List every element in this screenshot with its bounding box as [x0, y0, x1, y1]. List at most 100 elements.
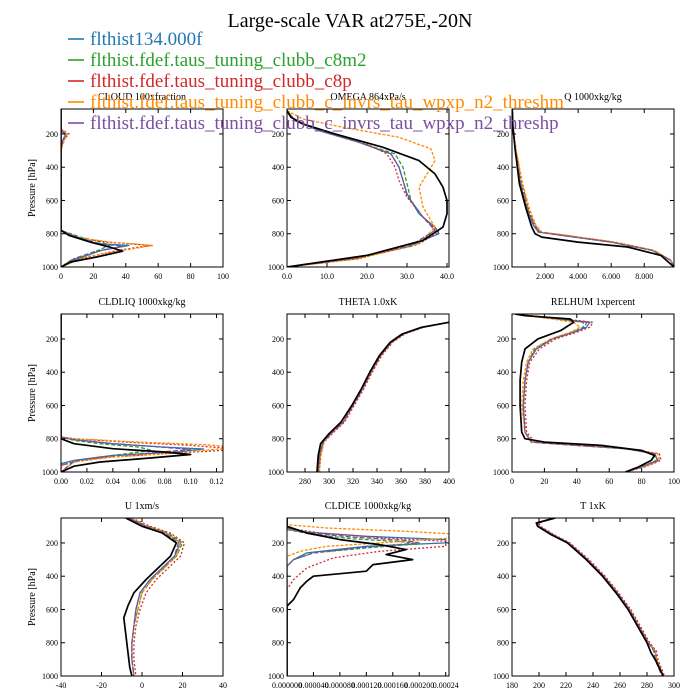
x-tick-label: 40.0	[440, 272, 454, 281]
y-tick-label: 200	[46, 130, 58, 139]
series-line-1	[127, 518, 182, 676]
y-tick-label: 400	[272, 572, 284, 581]
series-line-4	[287, 518, 449, 676]
x-tick-label: 60	[605, 477, 613, 486]
x-tick-label: 30.0	[400, 272, 414, 281]
series-line-reference	[61, 109, 124, 267]
x-tick-label: -40	[56, 681, 67, 690]
x-tick-label: 4.000	[569, 272, 587, 281]
y-tick-label: 1000	[268, 468, 284, 477]
y-tick-label: 400	[497, 163, 509, 172]
x-tick-label: 300	[668, 681, 680, 690]
series-line-reference	[122, 518, 178, 676]
x-tick-label: 0	[59, 272, 63, 281]
y-tick-label: 600	[46, 196, 58, 205]
series-line-3	[287, 110, 440, 267]
y-axis-label: Pressure [hPa]	[27, 568, 38, 626]
panel-6: RELHUM 1xpercent 0 20 40 60 80 100 200 400 600 800…	[493, 297, 680, 486]
series-line-1	[287, 518, 447, 676]
x-tick-label: 200	[533, 681, 545, 690]
x-tick-label: 240	[587, 681, 599, 690]
y-tick-label: 200	[272, 130, 284, 139]
panel-title: Q 1000xkg/kg	[564, 92, 622, 103]
y-tick-label: 800	[46, 230, 58, 239]
x-tick-label: 0.04	[106, 477, 120, 486]
y-tick-label: 400	[46, 163, 58, 172]
panel-8: CLDICE 1000xkg/kg 0.0000000.0000400.00008…	[268, 501, 459, 690]
y-tick-label: 400	[497, 572, 509, 581]
x-tick-label: 0.000040	[298, 681, 328, 690]
plot-frame	[60, 313, 224, 473]
series-line-3	[538, 518, 666, 676]
y-tick-label: 400	[46, 368, 58, 377]
y-tick-label: 600	[272, 605, 284, 614]
panel-9: T 1xK 180 200 220 240 260 280 300 200 400 600 800 10…	[493, 501, 680, 690]
x-tick-label: 180	[506, 681, 518, 690]
series-line-1	[287, 110, 440, 267]
series-line-1	[515, 314, 659, 472]
x-tick-label: 8.000	[635, 272, 653, 281]
panel-title: CLDLIQ 1000xkg/kg	[99, 297, 186, 308]
legend-entry-3: flthist.fdef.taus_tuning_clubb_c8p	[68, 71, 352, 92]
x-tick-label: 0.000080	[325, 681, 355, 690]
x-tick-label: 280	[299, 477, 311, 486]
x-tick-label: 380	[419, 477, 431, 486]
panel-title: T 1xK	[580, 501, 606, 512]
series-line-1	[317, 321, 449, 472]
x-tick-label: 340	[371, 477, 383, 486]
series-line-3	[287, 518, 447, 676]
y-tick-label: 1000	[42, 263, 58, 272]
x-tick-label: 40	[573, 477, 581, 486]
series-line-4	[61, 314, 223, 472]
series-line-2	[515, 314, 657, 472]
x-tick-label: -20	[96, 681, 107, 690]
series-line-5	[287, 110, 436, 267]
x-tick-label: 0.12	[210, 477, 224, 486]
y-tick-label: 1000	[42, 672, 58, 681]
x-tick-label: 20	[540, 477, 548, 486]
panel-5: THETA 1.0xK 280 300 320 340 360 380 400 200 400 60…	[268, 297, 455, 486]
x-tick-label: 100	[668, 477, 680, 486]
x-tick-label: 80	[187, 272, 195, 281]
legend-label: flthist134.000f	[90, 29, 203, 50]
y-tick-label: 200	[272, 335, 284, 344]
x-tick-label: 0.06	[132, 477, 146, 486]
x-tick-label: 100	[217, 272, 229, 281]
x-tick-label: 10.0	[320, 272, 334, 281]
legend-entry-4: flthist.fdef.taus_tuning_clubb_c_invrs_t…	[68, 92, 564, 113]
series-line-2	[536, 518, 664, 676]
x-tick-label: 0.02	[80, 477, 94, 486]
series-line-5	[515, 314, 659, 472]
series-line-3	[318, 321, 449, 472]
panel-4: CLDLIQ 1000xkg/kg Pressure [hPa] 0.00 0.02 0…	[27, 297, 224, 486]
y-tick-label: 1000	[493, 672, 509, 681]
series-line-1	[61, 314, 205, 472]
legend-label: flthist.fdef.taus_tuning_clubb_c8m2	[90, 50, 367, 71]
plot-frame	[511, 108, 675, 268]
x-tick-label: 2.000	[536, 272, 554, 281]
x-tick-label: 320	[347, 477, 359, 486]
x-tick-label: 20.0	[360, 272, 374, 281]
series-line-4	[515, 314, 661, 472]
y-tick-label: 200	[46, 539, 58, 548]
y-tick-label: 800	[497, 230, 509, 239]
series-line-5	[61, 314, 192, 472]
x-tick-label: 0	[140, 681, 144, 690]
y-tick-label: 400	[272, 163, 284, 172]
legend-entry-2: flthist.fdef.taus_tuning_clubb_c8m2	[68, 50, 367, 71]
series-line-2	[317, 321, 449, 472]
panel-2: OMEGA 864xPa/s 0.0 10.0 20.0 30.0 40.0 200 400 6…	[268, 92, 454, 281]
y-tick-label: 200	[497, 130, 509, 139]
y-tick-label: 1000	[493, 468, 509, 477]
legend-entry-1: flthist134.000f	[68, 29, 203, 50]
x-tick-label: 6.000	[602, 272, 620, 281]
x-tick-label: 20	[179, 681, 187, 690]
series-line-reference	[512, 109, 674, 267]
x-tick-label: 0.0	[282, 272, 292, 281]
series-line-5	[61, 109, 124, 267]
x-tick-label: 400	[443, 477, 455, 486]
y-tick-label: 600	[272, 401, 284, 410]
x-tick-label: 0.10	[184, 477, 198, 486]
x-tick-label: 0.00	[54, 477, 68, 486]
